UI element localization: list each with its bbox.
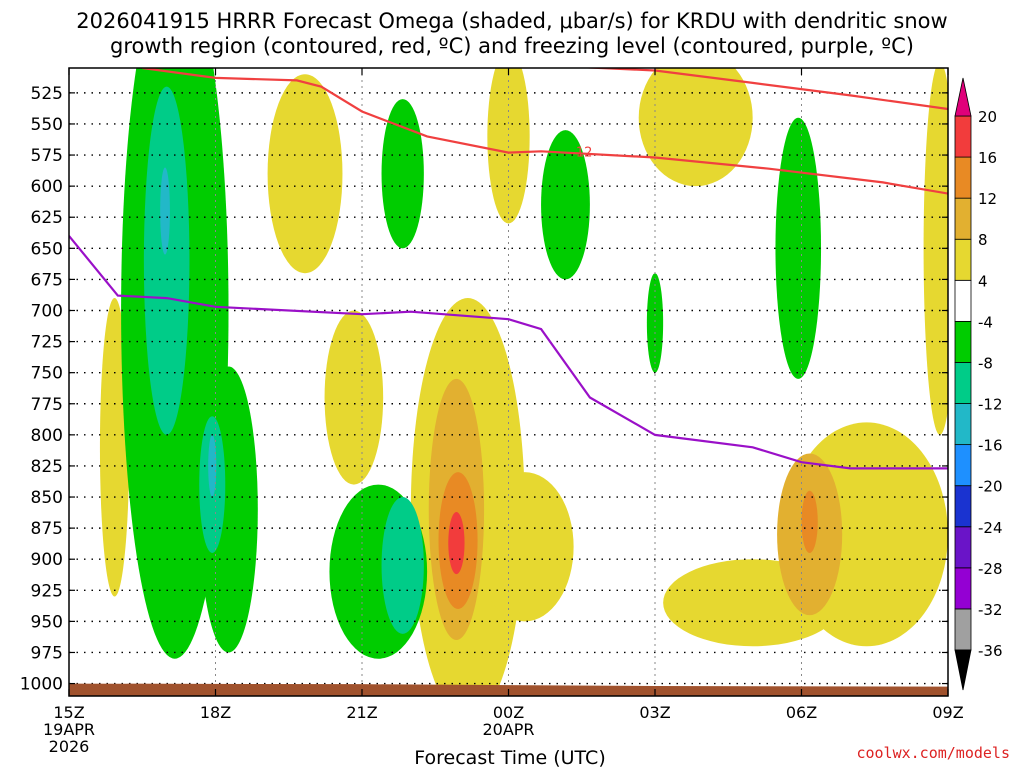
colorbar-segment-0 [954,608,972,651]
freezing-level-contour [69,235,948,470]
grid-layer [69,68,948,696]
y-tick-label-19: 1000 [20,675,63,695]
colorbar-segment-8 [954,279,972,322]
colorbar-segment-4 [954,444,972,487]
chart-title-line2: growth region (contoured, red, ºC) and f… [110,34,914,58]
colorbar-segment-11 [954,156,972,199]
omega-region-8 [923,68,948,435]
omega-region-21 [646,273,664,373]
omega-region-14 [801,490,818,553]
colorbar-label-12: -32 [978,601,1003,619]
colorbar-label-13: -36 [978,642,1003,660]
chart-title-line1: 2026041915 HRRR Forecast Omega (shaded, … [76,9,947,33]
y-tick-label-13: 850 [31,488,63,508]
y-tick-label-4: 625 [31,208,63,228]
y-tick-label-10: 775 [31,395,63,415]
colorbar-label-2: 12 [978,190,997,208]
y-tick-label-17: 950 [31,612,63,632]
x-tick-label-0-0: 15Z [53,703,84,722]
colorbar-label-1: 16 [978,149,997,167]
x-tick-label-0-1: 19APR [43,720,95,739]
y-tick-label-18: 975 [31,643,63,663]
colorbar: 20 16 12 8 4 -4 -8 -12 -16 -20 -24 -28 -32 -36 [954,77,1003,691]
colorbar-segment-12 [954,115,972,158]
dgz-contour-lower [142,68,948,195]
dgz-contour-upper [576,68,948,111]
colorbar-label-3: 8 [978,231,988,249]
y-tick-label-9: 750 [31,364,63,384]
colorbar-label-4: 4 [978,272,988,290]
omega-region-18 [381,99,424,249]
contour-line-layer: -12 [69,68,948,470]
y-tick-label-12: 825 [31,457,63,477]
y-tick-label-14: 875 [31,519,63,539]
colorbar-label-9: -20 [978,478,1003,496]
y-tick-label-8: 725 [31,333,63,353]
omega-region-22 [775,117,822,379]
colorbar-top-arrow [954,77,972,117]
x-tick-label-1-0: 18Z [200,703,231,722]
colorbar-segment-6 [954,362,972,404]
y-tick-label-2: 575 [31,146,63,166]
colorbar-segment-1 [954,567,972,610]
omega-region-15 [448,511,465,575]
y-tick-label-6: 675 [31,270,63,290]
credit-text: coolwx.com/models [856,744,1010,762]
colorbar-segment-10 [954,197,972,240]
y-tick-label-0: 525 [31,84,63,104]
omega-shading-layer [99,68,948,696]
y-axis-ticks: 525 550 575 600 625 650 675 700 725 750 775 800 825 8… [20,84,948,695]
y-tick-label-15: 900 [31,550,63,570]
y-tick-label-11: 800 [31,426,63,446]
colorbar-label-11: -28 [978,560,1003,578]
x-tick-label-0-2: 2026 [49,737,90,756]
colorbar-segment-9 [954,238,972,281]
y-tick-label-16: 925 [31,581,63,601]
colorbar-label-5: -4 [978,313,993,331]
colorbar-bottom-arrow [954,649,972,691]
dgz-contour-label: -12 [571,146,592,161]
colorbar-label-10: -24 [978,519,1003,537]
y-tick-label-7: 700 [31,301,63,321]
omega-region-23 [143,86,190,435]
x-tick-label-3-1: 20APR [482,720,534,739]
colorbar-label-6: -8 [978,354,993,372]
colorbar-segment-3 [954,485,972,528]
x-tick-label-3-0: 00Z [493,703,524,722]
y-tick-label-3: 600 [31,177,63,197]
omega-region-25 [381,497,424,634]
omega-region-2 [267,74,343,274]
x-tick-label-4-0: 03Z [639,703,670,722]
omega-region-7 [638,68,753,187]
x-axis-label: Forecast Time (UTC) [414,747,605,768]
colorbar-segment-2 [954,526,972,569]
colorbar-label-7: -12 [978,396,1003,414]
colorbar-segment-5 [954,403,972,446]
omega-region-26 [160,167,170,255]
omega-region-6 [475,472,574,622]
omega-region-3 [324,310,384,485]
y-tick-label-5: 650 [31,239,63,259]
omega-region-20 [541,130,590,280]
x-tick-label-6-0: 09Z [932,703,963,722]
omega-region-4 [487,68,530,224]
y-tick-label-1: 550 [31,115,63,135]
x-tick-label-5-0: 06Z [786,703,817,722]
colorbar-label-8: -16 [978,437,1003,455]
x-tick-label-2-0: 21Z [346,703,377,722]
colorbar-label-0: 20 [978,108,997,126]
colorbar-segment-7 [954,320,972,363]
